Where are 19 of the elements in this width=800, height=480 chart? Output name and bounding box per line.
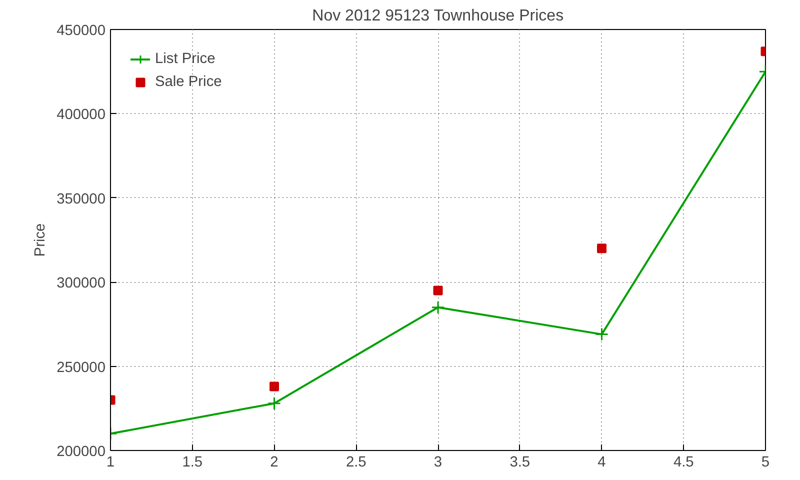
x-tick-label: 5 (761, 454, 770, 470)
x-tick-label: 3.5 (510, 454, 530, 470)
y-tick-label: 350000 (56, 191, 106, 208)
x-tick-label: 4.5 (673, 454, 694, 470)
x-tick-label: 2.5 (346, 454, 366, 470)
y-tick-label: 400000 (56, 107, 106, 124)
y-tick-label: 450000 (56, 23, 106, 39)
legend-label: List Price (155, 51, 216, 67)
x-tick-label: 1.5 (182, 454, 203, 470)
y-axis-title: Price (32, 223, 49, 257)
y-tick-label: 300000 (56, 276, 106, 292)
y-tick-label: 200000 (56, 444, 106, 460)
chart-title: Nov 2012 95123 Townhouse Prices (312, 8, 564, 24)
y-tick-label: 250000 (56, 360, 106, 376)
x-tick-label: 1 (106, 454, 115, 470)
x-tick-label: 3 (434, 454, 442, 470)
x-tick-label: 4 (598, 454, 606, 470)
x-tick-label: 2 (270, 454, 278, 470)
legend-label: Sale Price (155, 74, 222, 90)
